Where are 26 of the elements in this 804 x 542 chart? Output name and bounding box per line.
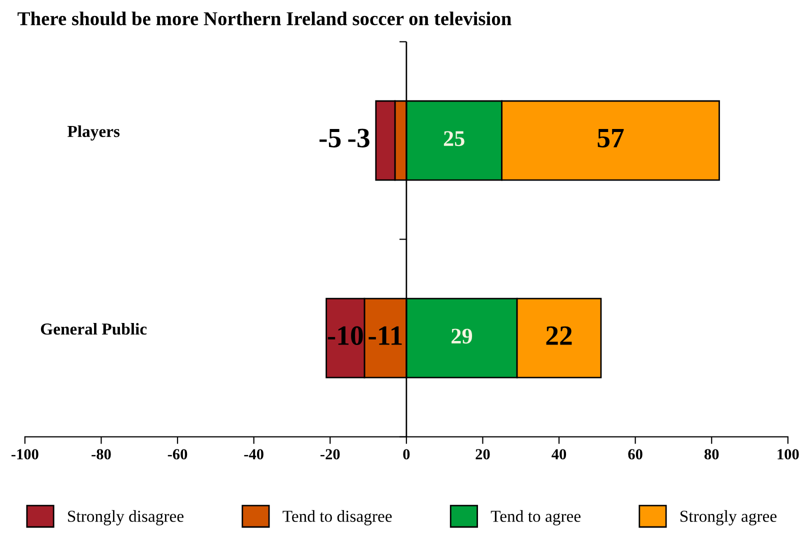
x-tick-label: -60 <box>168 449 188 460</box>
x-tick-label: 60 <box>628 449 642 460</box>
x-tick-label: 40 <box>552 449 566 460</box>
x-tick-label: 0 <box>403 449 410 460</box>
data-label: 25 <box>444 131 464 146</box>
x-tick-label: 100 <box>778 449 799 460</box>
x-tick-label: -40 <box>244 449 264 460</box>
chart-title: There should be more Northern Ireland soccer on television <box>18 12 512 26</box>
legend-label: Tend to disagree <box>282 510 392 526</box>
data-label: 22 <box>546 326 572 345</box>
data-label: -3 <box>348 128 370 148</box>
legend-label: Strongly disagree <box>68 510 184 526</box>
x-tick-label: -80 <box>92 449 111 460</box>
data-label: -11 <box>368 326 402 345</box>
data-label: -5 <box>320 129 341 148</box>
y-tick-label: Players <box>67 125 120 141</box>
y-tick-label: General Public <box>40 322 147 335</box>
legend-label: Strongly agree <box>680 510 776 526</box>
x-tick-label: -100 <box>11 449 38 460</box>
data-label: -10 <box>328 326 363 346</box>
x-tick-label: -20 <box>320 449 340 460</box>
x-tick-label: 80 <box>704 449 719 460</box>
x-tick-label: 20 <box>476 449 490 460</box>
data-label: 29 <box>452 328 472 344</box>
data-label: 57 <box>598 129 624 148</box>
legend-label: Tend to agree <box>490 510 580 526</box>
